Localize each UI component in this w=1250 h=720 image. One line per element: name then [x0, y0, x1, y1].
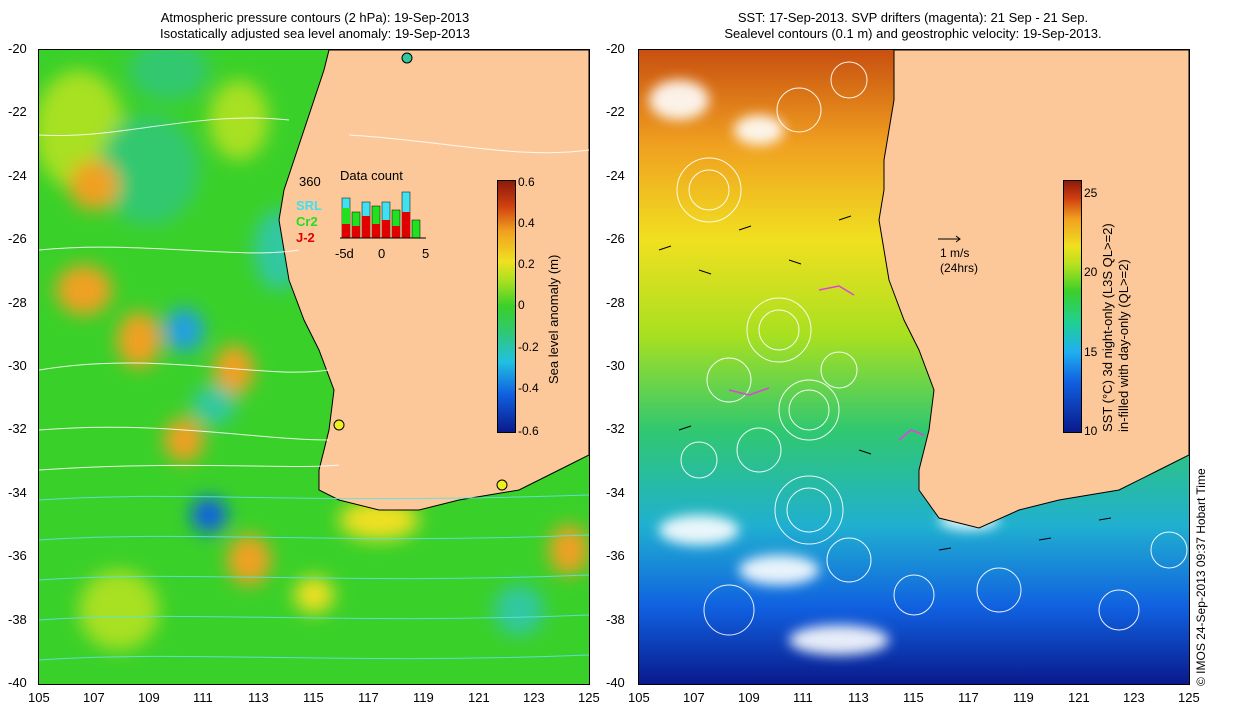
y-tick-label: -24 [8, 167, 27, 183]
scale-sub: (24hrs) [940, 261, 979, 275]
y-tick-label: -28 [8, 294, 27, 310]
y-tick-label: -30 [8, 358, 27, 373]
x-tick-label: 119 [1013, 690, 1034, 705]
y-tick-label: -30 [606, 358, 625, 373]
y-tick-label: -22 [606, 104, 625, 120]
y-tick-label: -34 [8, 484, 27, 500]
x-tick-label: 115 [303, 690, 324, 705]
svp-drifters [728, 285, 925, 441]
x-tick-label: 105 [28, 690, 50, 705]
inset-legend-cr2: Cr2 [296, 214, 318, 229]
sst-colorbar [1063, 180, 1082, 433]
cb1-tick: -0.4 [518, 381, 539, 395]
tide-gauge-marker [496, 479, 508, 491]
cb1-tick: 0.6 [518, 175, 535, 189]
cb1-title: Sea level anomaly (m) [546, 254, 561, 384]
y-tick-label: -20 [8, 41, 27, 56]
inset-legend-srl: SRL [296, 198, 322, 213]
left-title-line2: Isostatically adjusted sea level anomaly… [159, 26, 470, 41]
y-tick-label: -28 [606, 294, 625, 310]
x-tick-label: 117 [358, 690, 379, 705]
y-tick-label: -26 [8, 231, 27, 247]
cb2-tick: 10 [1084, 424, 1098, 438]
x-tick-label: 113 [248, 690, 269, 705]
australia-landmass [878, 50, 1189, 529]
sea-level-colorbar [497, 180, 516, 433]
hist-bars [341, 191, 421, 239]
cb1-tick: 0.2 [518, 257, 535, 271]
left-panel-title: Atmospheric pressure contours (2 hPa): 1… [40, 10, 590, 42]
x-tick-label: 117 [958, 690, 979, 705]
x-tick-label: 107 [683, 690, 705, 705]
velocity-arrows [658, 215, 1112, 551]
x-tick-label: 121 [1068, 690, 1090, 705]
cb1-tick: -0.2 [518, 340, 539, 354]
y-tick-label: -38 [8, 611, 27, 627]
y-tick-label: -34 [606, 484, 625, 500]
x-tick-label: 123 [523, 690, 545, 705]
y-tick-label: -20 [606, 41, 625, 56]
inset-x-tick: -5d [335, 246, 354, 261]
x-tick-label: 125 [578, 690, 600, 705]
sst-map [638, 49, 1190, 685]
cb1-tick: 0 [518, 298, 525, 312]
inset-x-tick: 5 [422, 246, 430, 261]
y-tick-label: -32 [606, 421, 625, 437]
tide-gauge-marker [333, 419, 345, 431]
cb1-tick: 0.4 [518, 216, 535, 230]
sea-level-contours [676, 61, 1188, 636]
tide-gauge-marker [401, 52, 413, 64]
x-tick-label: 119 [413, 690, 434, 705]
anomaly-blobs [39, 50, 589, 650]
y-tick-label: -40 [8, 675, 27, 690]
credit-text: © IMOS 24-Sep-2013 09:37 Hobart Time [1194, 468, 1208, 686]
cb2-tick: 15 [1084, 345, 1098, 359]
pressure-contours-cyan [39, 494, 589, 661]
x-tick-label: 109 [138, 690, 160, 705]
cb2-tick: 20 [1084, 265, 1098, 279]
x-tick-label: 107 [83, 690, 105, 705]
cb2-tick: 25 [1084, 186, 1098, 200]
x-tick-label: 111 [193, 690, 213, 705]
y-tick-label: -38 [606, 611, 625, 627]
inset-count-label: 360 [299, 174, 321, 189]
right-panel-title: SST: 17-Sep-2013. SVP drifters (magenta)… [638, 10, 1188, 42]
sea-level-map-svg [39, 50, 589, 684]
left-title-line1: Atmospheric pressure contours (2 hPa): 1… [160, 10, 470, 25]
y-tick-label: -22 [8, 104, 27, 120]
sea-level-anomaly-map [38, 49, 590, 685]
y-tick-label: -36 [606, 548, 625, 564]
y-tick-label: -24 [606, 167, 625, 183]
x-tick-label: 115 [903, 690, 924, 705]
cb2-title2: in-filled with day-only (QL>=2) [1116, 259, 1131, 432]
right-title-line1: SST: 17-Sep-2013. SVP drifters (magenta)… [737, 10, 1089, 25]
pressure-contours [39, 117, 589, 471]
y-tick-label: -32 [8, 421, 27, 437]
inset-histogram [340, 191, 426, 239]
inset-legend-j2: J-2 [296, 230, 315, 245]
cb1-tick: -0.6 [518, 424, 539, 438]
scale-arrow [938, 235, 961, 243]
x-tick-label: 123 [1123, 690, 1145, 705]
right-title-line2: Sealevel contours (0.1 m) and geostrophi… [724, 26, 1102, 41]
inset-x-tick: 0 [378, 246, 386, 261]
inset-title: Data count [340, 168, 403, 183]
x-tick-label: 121 [468, 690, 490, 705]
scale-label: 1 m/s [940, 246, 970, 260]
y-tick-label: -26 [606, 231, 625, 247]
x-tick-label: 109 [738, 690, 760, 705]
sst-map-svg [639, 50, 1189, 684]
y-tick-label: -40 [606, 675, 625, 690]
x-tick-label: 111 [793, 690, 813, 705]
x-tick-label: 113 [848, 690, 869, 705]
x-tick-label: 105 [628, 690, 650, 705]
x-tick-label: 125 [1178, 690, 1200, 705]
cb2-title1: SST (°C) 3d night-only (L3S QL>=2) [1100, 223, 1115, 432]
y-tick-label: -36 [8, 548, 27, 564]
